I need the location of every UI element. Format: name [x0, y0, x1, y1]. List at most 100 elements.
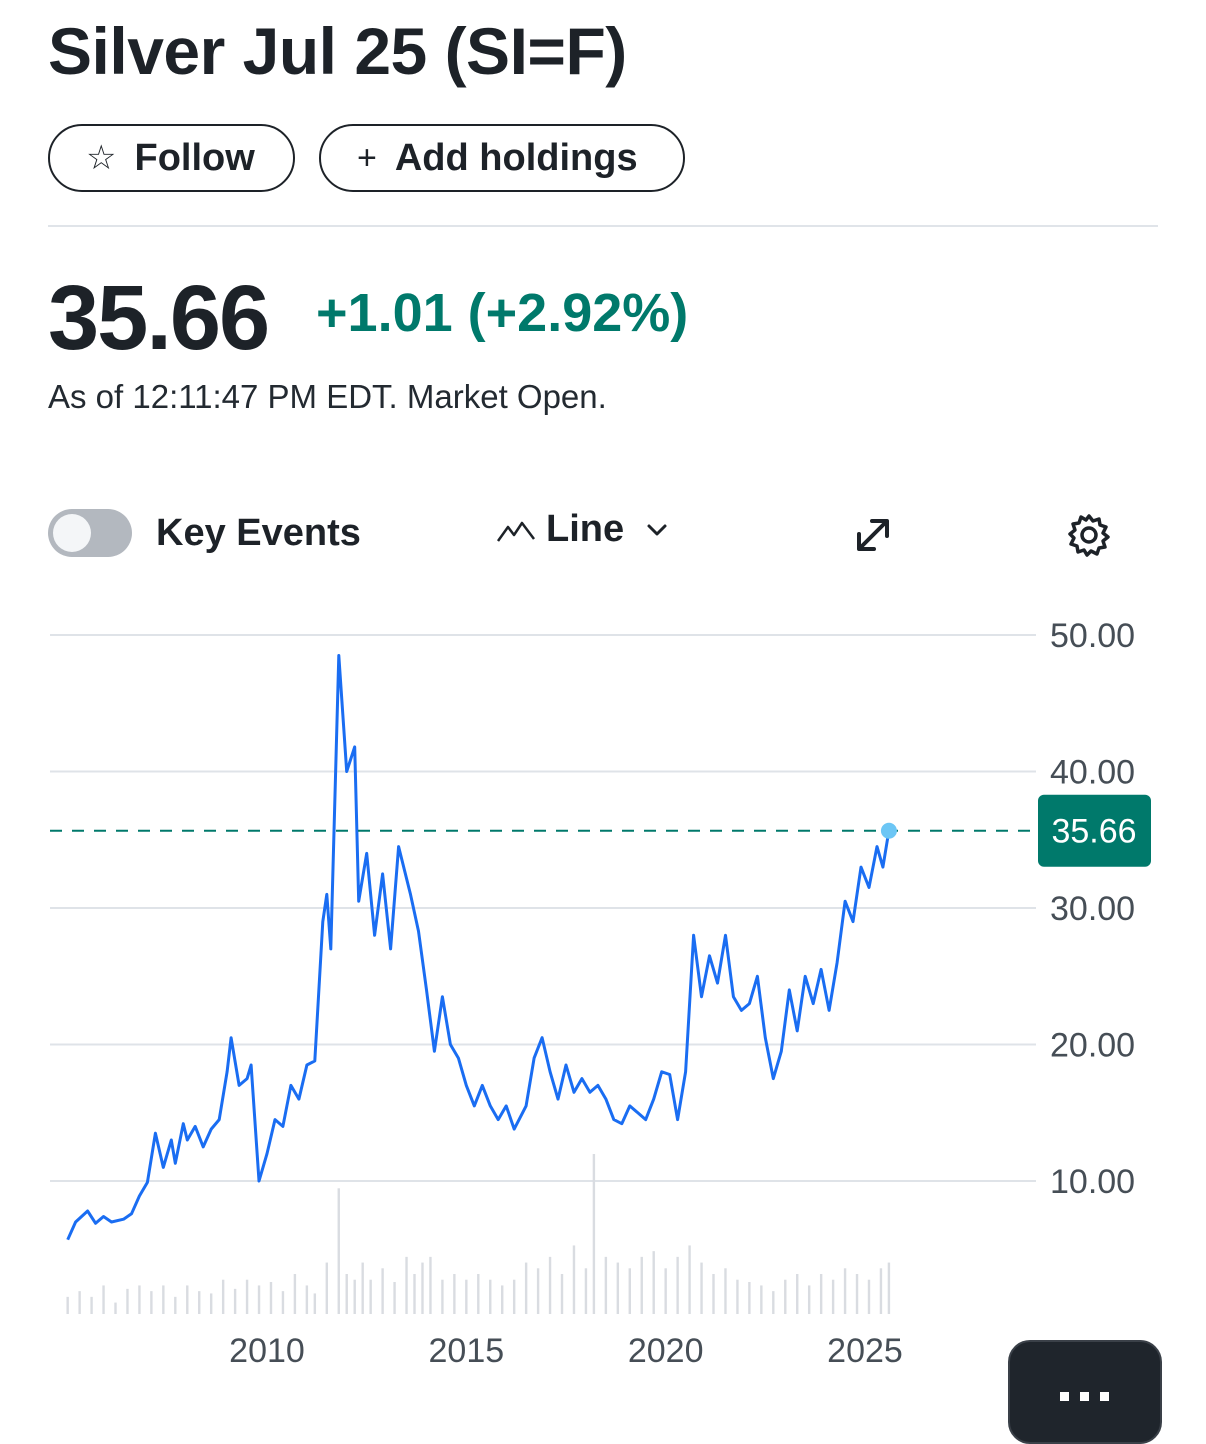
volume-bar: [867, 1279, 871, 1314]
volume-bar: [736, 1279, 739, 1314]
volume-bar: [548, 1256, 552, 1314]
volume-bar: [102, 1285, 105, 1314]
volume-bar: [162, 1285, 165, 1314]
more-menu-button[interactable]: [1008, 1340, 1162, 1444]
volume-bar: [453, 1274, 456, 1314]
volume-bar: [221, 1279, 225, 1314]
volume-bar: [186, 1285, 189, 1314]
expand-icon[interactable]: [852, 514, 894, 556]
gear-icon[interactable]: [1066, 512, 1112, 558]
y-tick-label: 50.00: [1050, 617, 1135, 655]
volume-bar: [688, 1245, 691, 1314]
volume-bar: [174, 1296, 177, 1314]
x-tick-label: 2015: [429, 1332, 505, 1370]
market-status: As of 12:11:47 PM EDT. Market Open.: [48, 378, 607, 415]
volume-bar: [628, 1268, 631, 1314]
volume-bar: [879, 1268, 883, 1314]
volume-bar: [361, 1262, 364, 1314]
volume-bar: [293, 1274, 297, 1314]
x-tick-label: 2025: [827, 1332, 903, 1370]
chart-type-label: Line: [546, 508, 625, 550]
last-price-tag: [1038, 794, 1151, 867]
volume-bar: [405, 1256, 408, 1314]
volume-bar: [78, 1291, 81, 1314]
volume-bar: [233, 1288, 237, 1314]
plus-icon: +: [357, 138, 377, 177]
volume-bar: [126, 1288, 129, 1314]
volume-bar: [441, 1279, 444, 1314]
volume-bar: [281, 1291, 285, 1314]
volume-bar: [66, 1296, 69, 1314]
volume-bar: [345, 1274, 348, 1314]
volume-bar: [819, 1274, 823, 1314]
volume-bar: [855, 1274, 859, 1314]
y-tick-label: 40.00: [1050, 754, 1135, 792]
volume-bar: [784, 1279, 787, 1314]
volume-bar: [489, 1279, 492, 1314]
volume-bar: [536, 1268, 540, 1314]
volume-bar: [198, 1291, 201, 1314]
volume-bar: [245, 1279, 249, 1314]
volume-bar: [114, 1302, 117, 1314]
volume-bar: [592, 1154, 596, 1314]
volume-bar: [512, 1279, 516, 1314]
follow-button[interactable]: ☆ Follow: [48, 124, 295, 192]
volume-bar: [584, 1268, 588, 1314]
current-price: 35.66: [48, 267, 270, 369]
volume-bar: [676, 1256, 679, 1314]
volume-bar: [748, 1282, 751, 1314]
volume-bar: [257, 1285, 261, 1314]
volume-bar: [477, 1274, 480, 1314]
volume-bar: [209, 1293, 213, 1314]
volume-bar: [150, 1291, 153, 1314]
volume-bar: [337, 1188, 340, 1314]
volume-bar: [760, 1285, 763, 1314]
volume-bar: [421, 1262, 424, 1314]
y-tick-label: 10.00: [1050, 1163, 1135, 1201]
volume-bar: [712, 1274, 715, 1314]
volume-bar: [501, 1285, 504, 1314]
volume-bar: [572, 1245, 576, 1314]
x-tick-label: 2010: [229, 1332, 305, 1370]
volume-bar: [640, 1256, 643, 1314]
volume-bar: [831, 1279, 835, 1314]
volume-bar: [524, 1262, 528, 1314]
volume-bar: [138, 1285, 141, 1314]
volume-bar: [381, 1268, 384, 1314]
x-tick-label: 2020: [628, 1332, 704, 1370]
y-tick-label: 20.00: [1050, 1027, 1135, 1065]
volume-bar: [369, 1279, 372, 1314]
grid-dots-icon: [1060, 1392, 1109, 1401]
y-tick-label: 30.00: [1050, 890, 1135, 928]
volume-bar: [843, 1268, 847, 1314]
star-icon: ☆: [86, 139, 117, 177]
volume-bar: [313, 1293, 317, 1314]
price-chart[interactable]: 50.00 40.00 30.00 20.00 10.00 2010 2015 2020 202…: [0, 600, 1206, 1380]
volume-bar: [393, 1282, 396, 1314]
price-change: +1.01 (+2.92%): [316, 283, 689, 343]
volume-bar: [772, 1291, 775, 1314]
volume-bar: [429, 1256, 432, 1314]
last-price-tag-label: 35.66: [1051, 813, 1136, 851]
last-price-marker: [880, 822, 897, 839]
chevron-down-icon: [647, 524, 667, 535]
volume-bar: [269, 1282, 273, 1314]
volume-bar: [465, 1279, 468, 1314]
page-title: Silver Jul 25 (SI=F): [48, 14, 627, 88]
chart-type-selector[interactable]: Line: [496, 508, 678, 551]
volume-bar: [652, 1251, 655, 1314]
volume-bar: [604, 1256, 608, 1314]
line-chart-icon: [496, 521, 535, 542]
key-events-toggle[interactable]: [48, 509, 132, 557]
volume-bar: [796, 1274, 799, 1314]
follow-label: Follow: [134, 136, 255, 179]
volume-bar: [724, 1268, 727, 1314]
volume-bar: [90, 1296, 93, 1314]
volume-bar: [305, 1285, 309, 1314]
price-line: [66, 654, 891, 1241]
volume-bar: [616, 1262, 620, 1314]
volume-bar: [807, 1285, 811, 1314]
add-holdings-label: Add holdings: [394, 136, 638, 179]
add-holdings-button[interactable]: + Add holdings: [319, 124, 685, 192]
volume-bar: [700, 1262, 703, 1314]
